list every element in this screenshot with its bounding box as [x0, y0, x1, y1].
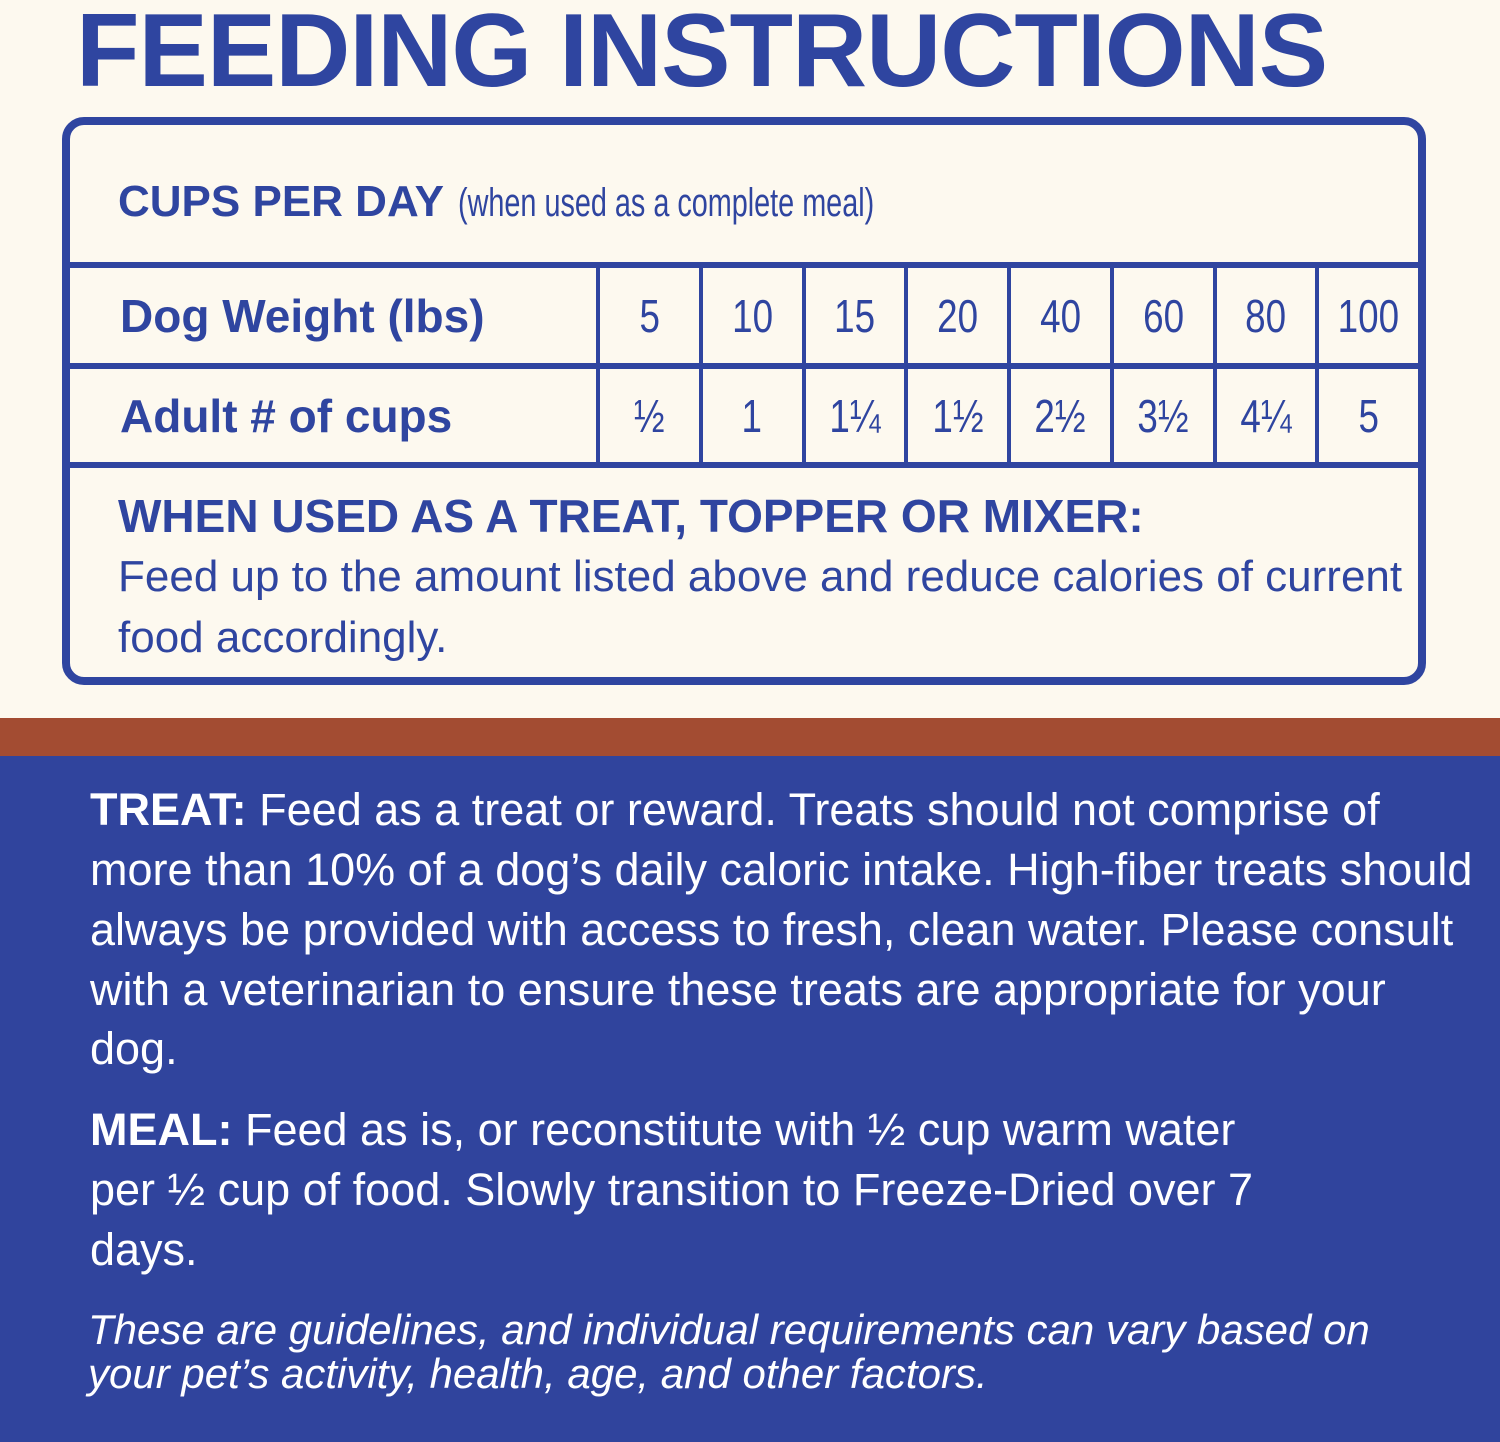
page-title: FEEDING INSTRUCTIONS [76, 0, 1328, 109]
table-cell: 60 [1109, 268, 1213, 363]
table-cell: 20 [904, 268, 1007, 363]
table-cell: 40 [1007, 268, 1110, 363]
table-cell: 1½ [904, 369, 1007, 462]
accent-stripe [0, 718, 1500, 756]
cups-heading-bold: CUPS PER DAY [118, 177, 445, 226]
table-cell: 80 [1212, 268, 1316, 363]
table-cell: ½ [596, 369, 699, 462]
row-label: Dog Weight (lbs) [120, 289, 485, 342]
mixer-heading: WHEN USED AS A TREAT, TOPPER OR MIXER: [118, 490, 1144, 542]
table-row-weight: Dog Weight (lbs) 5 10 15 20 40 60 80 100 [70, 268, 1418, 363]
table-cell: 5 [1315, 369, 1418, 462]
treat-paragraph: TREAT: Feed as a treat or reward. Treats… [90, 780, 1480, 1079]
table-cell: 4¼ [1212, 369, 1316, 462]
divider [70, 262, 1418, 268]
meal-paragraph: MEAL: Feed as is, or reconstitute with ½… [90, 1100, 1290, 1280]
mixer-section: WHEN USED AS A TREAT, TOPPER OR MIXER: F… [118, 487, 1418, 668]
row-label: Adult # of cups [120, 389, 453, 442]
treat-text: Feed as a treat or reward. Treats should… [90, 784, 1473, 1075]
table-cell: 3½ [1109, 369, 1213, 462]
table-cell: 2½ [1007, 369, 1110, 462]
divider [70, 363, 1418, 369]
table-cell: 10 [698, 268, 802, 363]
table-row-cups: Adult # of cups ½ 1 1¼ 1½ 2½ 3½ 4¼ 5 [70, 369, 1418, 462]
divider [70, 462, 1418, 468]
cups-per-day-heading: CUPS PER DAY (when used as a complete me… [118, 177, 1037, 227]
treat-label: TREAT: [90, 784, 247, 835]
table-cell: 5 [596, 268, 699, 363]
mixer-text: Feed up to the amount listed above and r… [118, 551, 1403, 662]
table-cell: 15 [801, 268, 905, 363]
feeding-table-box: CUPS PER DAY (when used as a complete me… [62, 117, 1426, 685]
table-cell: 1 [698, 369, 802, 462]
meal-text: Feed as is, or reconstitute with ½ cup w… [90, 1104, 1254, 1275]
table-cell: 1¼ [801, 369, 905, 462]
instructions-panel [0, 756, 1500, 1442]
table-cell: 100 [1315, 268, 1418, 363]
cups-heading-note: (when used as a complete meal) [458, 181, 875, 225]
meal-label: MEAL: [90, 1104, 233, 1155]
disclaimer: These are guidelines, and individual req… [88, 1306, 1370, 1398]
